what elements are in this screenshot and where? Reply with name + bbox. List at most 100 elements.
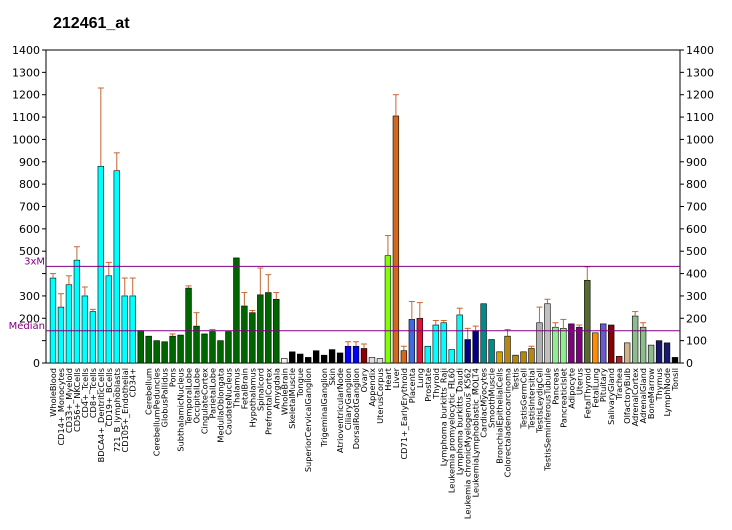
- bar-lymphoma-burkitts-raji: [424, 345, 431, 364]
- bar-adrenalgland: [623, 342, 631, 364]
- x-tick-label: SubthalamicNucleus: [176, 368, 186, 452]
- bar-fetalliver: [663, 342, 671, 364]
- bar-lung: [392, 115, 400, 364]
- bar-thyroid: [416, 317, 423, 364]
- bar-hypothalamus: [241, 305, 248, 364]
- bar-parietallobe: [209, 331, 216, 364]
- bar-thymus: [639, 326, 647, 364]
- y-tick-label-right: 1100: [686, 111, 714, 124]
- x-tick-label: Thymus: [654, 368, 664, 401]
- x-tick-label: Skin: [327, 368, 337, 385]
- y-tick-label-left: 300: [19, 290, 40, 303]
- bar-heart: [376, 358, 384, 364]
- x-tick-label: CD105+_Endothelial: [120, 368, 130, 452]
- bar-pancreas: [536, 322, 543, 364]
- x-tick-label: Pons: [168, 368, 178, 387]
- x-tick-label: CD56+_NKCells: [72, 368, 82, 432]
- x-tick-label: Thyroid: [431, 368, 441, 400]
- bar-testisgermcell: [504, 335, 511, 364]
- bar-liver: [384, 255, 392, 364]
- bar-lymphnode: [647, 344, 655, 364]
- bar-subthalamicnucleus: [177, 334, 184, 364]
- bar-cd19-bcells: [97, 165, 105, 364]
- bar-cd14-monocytes: [57, 306, 65, 364]
- bar-bdca4-dentriticcells: [105, 275, 112, 364]
- x-tick-label: Hypothalamus: [247, 368, 257, 427]
- bar-fetallung: [576, 326, 583, 364]
- x-tick-label: FetalBrain: [239, 368, 249, 409]
- y-tick-label-right: 900: [686, 156, 707, 169]
- x-tick-label: Liver: [391, 367, 401, 388]
- bar-cd56-nkcells: [81, 295, 89, 364]
- bar-pons: [169, 335, 176, 364]
- chart-title: 212461_at: [53, 15, 130, 32]
- bar-fetalthyroid: [568, 323, 575, 364]
- y-axis-left: 0 200 300 500 600 700 800 900 1000 1100 1200 1300 14…: [12, 44, 46, 370]
- y-axis-right: 0 100 200 300 400 500 600 700 800 900 1000 1100 1200…: [680, 44, 714, 370]
- bar-atrioventricularnode: [336, 352, 344, 364]
- bar-prefrontalcortex: [265, 292, 272, 364]
- y-tick-label-left: 1000: [12, 133, 40, 146]
- x-tick-label: CiliaryGanglion: [343, 368, 353, 430]
- bar-testisseminiferoustubule: [528, 348, 535, 364]
- bar-kidney: [671, 357, 679, 364]
- x-tick-label: CD8+_Tcells: [88, 368, 98, 418]
- x-tick-label: BronchialEpithelialCells: [495, 368, 505, 464]
- x-tick-label: Testis: [511, 368, 521, 392]
- bar-caudatenucleus: [225, 331, 232, 364]
- bar-pancreaticislet: [544, 303, 551, 364]
- bar-testisintersitial: [512, 354, 519, 364]
- y-tick-label-right: 400: [686, 268, 707, 281]
- x-tick-label: FetalThyroid: [582, 368, 592, 419]
- x-tick-label: Ovary: [359, 368, 369, 393]
- x-tick-label: SuperiorCervicalGanglion: [303, 368, 313, 472]
- y-tick-label-right: 300: [686, 290, 707, 303]
- x-tick-label: Trachea: [614, 368, 624, 401]
- x-tick-label: MedullaOblongata: [215, 368, 225, 443]
- x-tick-label: Lymphoma burkitts_Daudi: [455, 368, 465, 475]
- bar-uterus: [560, 328, 567, 364]
- x-tick-label: AdrenalGland: [638, 368, 648, 423]
- bar-olfactorybulb: [608, 324, 615, 364]
- bar-skeletalmuscle: [289, 351, 296, 364]
- x-tick-label: 721_B_lymphoblasts: [112, 368, 122, 452]
- x-tick-label: BDCA4+_DentriticCells: [96, 368, 106, 462]
- bar-salivarygland: [592, 332, 599, 364]
- bar-tonsil: [655, 340, 663, 364]
- x-tick-label: Leukemia promyelocytic_HL60: [447, 368, 457, 493]
- x-tick-label: ParietalLobe: [207, 368, 217, 418]
- bar-thalamus: [233, 257, 240, 364]
- y-tick-label-left: 1400: [12, 44, 40, 57]
- y-tick-label-left: 900: [19, 156, 40, 169]
- x-tick-label: SmoothMuscle: [487, 368, 497, 428]
- x-tick-label: Lung: [415, 368, 425, 388]
- x-tick-label: CD19+_BCells: [104, 368, 114, 426]
- bar-lymphoma-burkitts-daudi: [440, 322, 447, 364]
- x-tick-label: PrefrontalCortex: [263, 368, 273, 435]
- bar-dorsalrootganglion: [344, 345, 352, 364]
- bar-wholebrain: [281, 358, 288, 364]
- x-tick-label: Heart: [383, 367, 393, 391]
- x-tick-label: CD14+_Monocytes: [56, 368, 66, 446]
- x-tick-label: FetalLung: [590, 368, 600, 408]
- y-tick-label-right: 1200: [686, 89, 714, 102]
- x-tick-label: Pancreas: [550, 368, 560, 405]
- bar-temporallobe: [193, 325, 200, 364]
- bar-cerebellumpeduncles: [153, 340, 160, 364]
- y-tick-label-right: 200: [686, 312, 707, 325]
- y-tick-label-right: 1400: [686, 44, 714, 57]
- y-tick-label-left: 1100: [12, 111, 40, 124]
- x-tick-label: CD71+_EarlyErythroid: [399, 368, 409, 460]
- bar-cardiacmyocytes: [464, 339, 471, 364]
- x-tick-label: Lymphoma burkitts_Raji: [439, 368, 449, 466]
- y-tick-label-right: 1000: [686, 133, 714, 146]
- bar-occipitallobe: [185, 287, 192, 364]
- bar-cd8-tcells: [89, 311, 97, 364]
- x-tick-label: Appendix: [367, 368, 377, 407]
- bar-bronchialepithelialcells: [480, 303, 487, 364]
- x-tick-label: CD33+_Myeloid: [64, 368, 74, 433]
- x-tick-label: TestisSeminiferousTubule: [542, 368, 552, 472]
- y-tick-label-left: 800: [19, 178, 40, 191]
- bar-superiorcervicalganglion: [305, 357, 312, 364]
- bar-appendix: [352, 345, 360, 364]
